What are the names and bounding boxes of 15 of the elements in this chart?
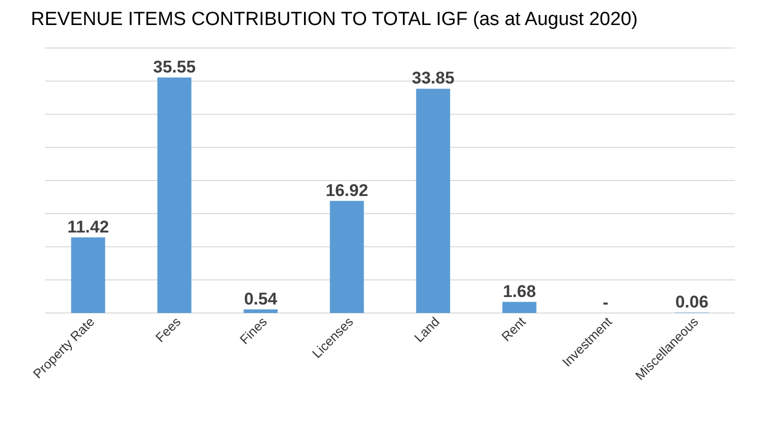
- bar: [157, 77, 192, 313]
- bar: [244, 309, 278, 313]
- data-label: 0.54: [244, 289, 278, 308]
- chart-title: REVENUE ITEMS CONTRIBUTION TO TOTAL IGF (as at August 2020): [30, 9, 638, 30]
- data-label: -: [602, 293, 608, 312]
- bar: [502, 302, 536, 313]
- bar: [416, 88, 450, 313]
- bar: [71, 237, 106, 313]
- data-label: 35.55: [153, 57, 196, 76]
- data-label: 0.06: [675, 292, 708, 312]
- data-label: 33.85: [412, 68, 454, 88]
- data-label: 16.92: [326, 180, 368, 200]
- bar: [330, 200, 364, 313]
- data-label: 11.42: [67, 217, 109, 236]
- data-label: 1.68: [502, 282, 536, 301]
